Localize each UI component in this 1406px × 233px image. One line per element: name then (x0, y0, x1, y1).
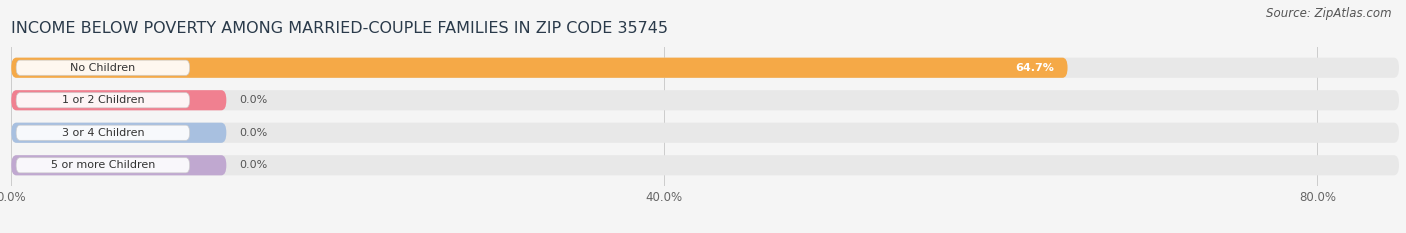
Text: INCOME BELOW POVERTY AMONG MARRIED-COUPLE FAMILIES IN ZIP CODE 35745: INCOME BELOW POVERTY AMONG MARRIED-COUPL… (11, 21, 668, 36)
Text: 0.0%: 0.0% (239, 95, 267, 105)
FancyBboxPatch shape (11, 90, 1399, 110)
FancyBboxPatch shape (11, 155, 1399, 175)
Text: 1 or 2 Children: 1 or 2 Children (62, 95, 145, 105)
Text: 5 or more Children: 5 or more Children (51, 160, 155, 170)
FancyBboxPatch shape (15, 93, 190, 108)
FancyBboxPatch shape (11, 90, 226, 110)
Text: 3 or 4 Children: 3 or 4 Children (62, 128, 145, 138)
FancyBboxPatch shape (11, 58, 1399, 78)
FancyBboxPatch shape (15, 158, 190, 173)
Text: No Children: No Children (70, 63, 135, 73)
FancyBboxPatch shape (11, 123, 226, 143)
FancyBboxPatch shape (11, 58, 1067, 78)
FancyBboxPatch shape (11, 123, 1399, 143)
Text: Source: ZipAtlas.com: Source: ZipAtlas.com (1267, 7, 1392, 20)
FancyBboxPatch shape (15, 125, 190, 140)
FancyBboxPatch shape (11, 155, 226, 175)
Text: 0.0%: 0.0% (239, 160, 267, 170)
Text: 64.7%: 64.7% (1015, 63, 1054, 73)
Text: 0.0%: 0.0% (239, 128, 267, 138)
FancyBboxPatch shape (15, 60, 190, 75)
